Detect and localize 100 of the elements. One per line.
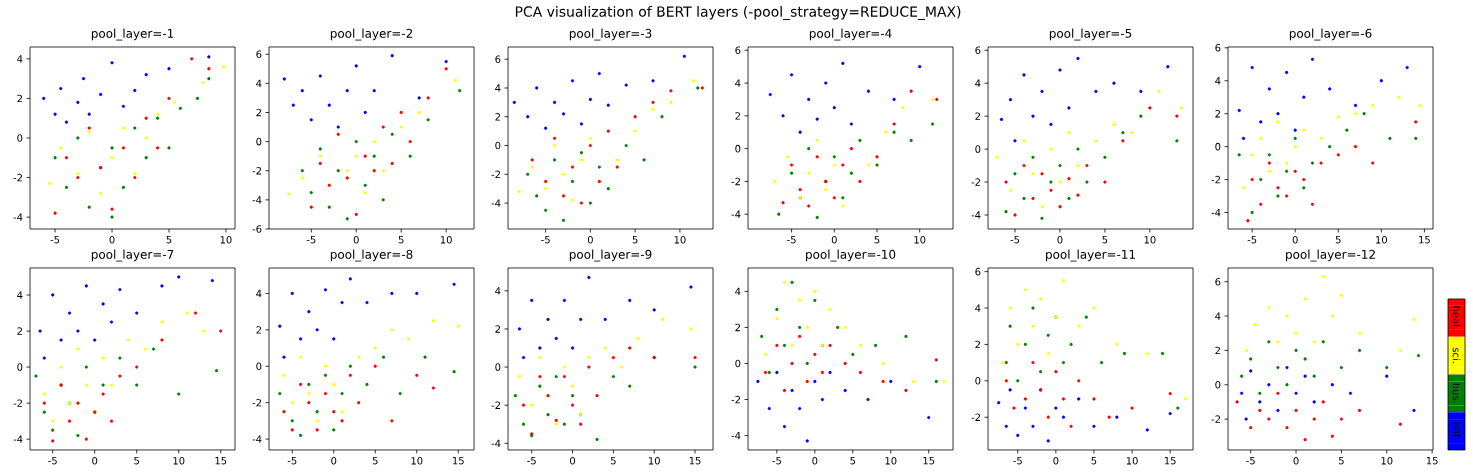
- y-tick-label: -2: [491, 170, 501, 179]
- y-tick-label: -4: [252, 435, 262, 443]
- y-tick-label: 2: [1215, 109, 1221, 118]
- y-tick-label: -4: [491, 439, 501, 447]
- chart-title: pool_layer=-12: [1286, 249, 1375, 262]
- chart-title: pool_layer=-5: [1049, 28, 1132, 41]
- y-tick-label: 4: [256, 79, 262, 88]
- x-tick-label: 10: [885, 456, 897, 465]
- y-tick-label: 6: [495, 55, 501, 63]
- x-tick-label: -5: [50, 236, 60, 244]
- x-tick-label: 10: [674, 235, 686, 244]
- x-tick-label: 5: [632, 236, 638, 244]
- y-tick-label: -2: [731, 177, 741, 186]
- chart-title: pool_layer=-1: [91, 28, 174, 41]
- legend-label: ent.: [1452, 421, 1461, 440]
- y-tick-label: 0: [975, 377, 981, 385]
- y-tick-label: -4: [13, 213, 23, 221]
- x-tick-label: 15: [453, 457, 464, 465]
- chart-title: pool_layer=-2: [330, 28, 413, 41]
- x-tick-label: 10: [220, 235, 232, 244]
- chart-title: pool_layer=-10: [806, 249, 896, 262]
- x-tick-label: 0: [587, 235, 593, 244]
- x-tick-label: -5: [527, 457, 536, 465]
- y-tick-label: 6: [975, 46, 981, 55]
- y-tick-label: 0: [256, 137, 262, 146]
- y-tick-label: 2: [735, 323, 741, 332]
- x-tick-label: -5: [787, 236, 796, 244]
- y-tick-label: -2: [491, 401, 501, 409]
- x-tick-label: 10: [1381, 456, 1393, 465]
- x-tick-label: 10: [914, 235, 926, 244]
- y-tick-label: -4: [731, 210, 741, 218]
- y-tick-label: -4: [1211, 208, 1221, 217]
- x-tick-label: 5: [1102, 236, 1108, 244]
- chart-title: pool_layer=-3: [569, 28, 652, 41]
- x-tick-label: -5: [1247, 236, 1257, 244]
- x-tick-label: 0: [331, 456, 337, 465]
- y-tick-label: 4: [735, 287, 741, 296]
- y-tick-label: 4: [495, 84, 501, 92]
- y-tick-label: 2: [256, 326, 262, 334]
- x-tick-label: 0: [1053, 456, 1059, 465]
- y-tick-label: -2: [13, 173, 22, 182]
- y-tick-label: 6: [1215, 277, 1221, 286]
- y-tick-label: -2: [971, 178, 981, 186]
- y-tick-label: -2: [1211, 415, 1221, 423]
- x-tick-label: 5: [372, 457, 378, 465]
- y-tick-label: -4: [13, 435, 23, 443]
- x-tick-label: 10: [1144, 235, 1156, 244]
- x-tick-label: -5: [1246, 457, 1255, 465]
- legend-label: bus.: [1452, 383, 1461, 403]
- y-tick-label: 4: [17, 55, 23, 63]
- y-tick-label: 4: [495, 287, 501, 295]
- y-tick-label: 2: [735, 112, 741, 120]
- y-tick-label: 0: [256, 362, 262, 371]
- x-tick-label: 15: [1164, 457, 1176, 465]
- chart-title: pool_layer=-11: [1046, 249, 1135, 262]
- chart-title: pool_layer=-4: [809, 28, 892, 41]
- x-tick-label: 0: [1057, 235, 1063, 244]
- y-tick-label: -6: [252, 225, 262, 233]
- x-tick-label: -5: [541, 236, 550, 244]
- y-tick-label: -2: [1211, 175, 1221, 184]
- y-tick-label: 2: [495, 113, 501, 121]
- y-tick-label: -4: [252, 196, 262, 204]
- y-tick-label: 0: [1215, 142, 1221, 151]
- x-tick-label: -5: [48, 457, 57, 465]
- y-tick-label: -2: [13, 399, 23, 407]
- y-tick-label: 0: [1215, 380, 1221, 389]
- y-tick-label: 0: [17, 363, 23, 371]
- x-tick-label: 15: [1419, 236, 1430, 244]
- y-tick-label: 4: [17, 291, 23, 299]
- x-tick-label: 10: [1126, 456, 1138, 465]
- y-tick-label: 0: [975, 145, 981, 153]
- y-tick-label: 2: [975, 112, 981, 120]
- chart-title: pool_layer=-8: [330, 249, 413, 262]
- y-tick-label: 4: [735, 79, 741, 87]
- x-tick-label: 5: [610, 457, 616, 465]
- x-tick-label: 5: [850, 457, 856, 465]
- x-tick-label: 0: [109, 235, 115, 244]
- x-tick-label: 0: [353, 235, 359, 244]
- legend-label: sci.: [1452, 347, 1461, 363]
- y-tick-label: 0: [495, 363, 501, 371]
- y-tick-label: 2: [495, 325, 501, 333]
- y-tick-label: 2: [975, 340, 981, 349]
- x-tick-label: 5: [1339, 457, 1344, 465]
- x-tick-label: 10: [173, 456, 185, 465]
- x-tick-label: -5: [1010, 236, 1020, 244]
- y-tick-label: -2: [971, 413, 981, 421]
- x-tick-label: 0: [831, 235, 837, 244]
- x-tick-label: 10: [1376, 235, 1388, 244]
- y-tick-label: 2: [256, 108, 262, 117]
- chart-title: pool_layer=-6: [1289, 28, 1372, 41]
- x-tick-label: 5: [166, 236, 172, 244]
- x-tick-label: 0: [812, 456, 818, 465]
- y-tick-label: -4: [491, 199, 501, 207]
- x-tick-label: 5: [134, 457, 140, 465]
- y-tick-label: 0: [735, 144, 741, 153]
- text: PCA visualization of BERT layers (-pool_strategy=REDUCE_MAX): [515, 6, 961, 20]
- y-tick-label: 6: [975, 267, 981, 276]
- y-tick-label: 6: [256, 50, 262, 59]
- y-tick-label: -2: [731, 395, 741, 404]
- x-tick-label: 15: [215, 457, 227, 465]
